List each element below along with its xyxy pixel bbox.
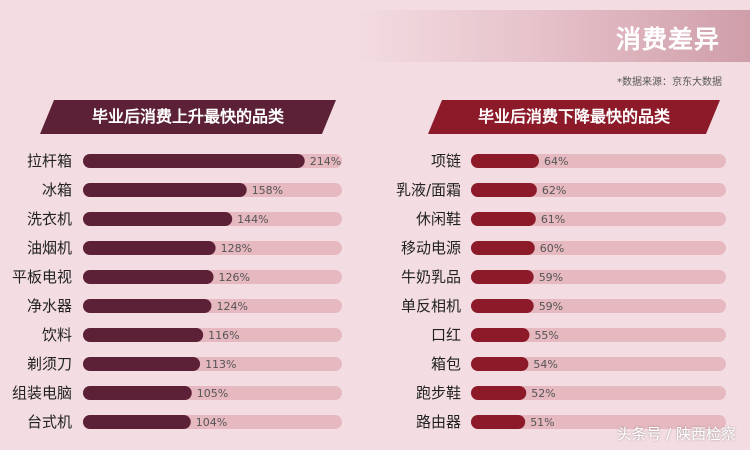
left-bar: [83, 241, 216, 255]
right-value-label: 60%: [540, 242, 564, 255]
left-value-label: 158%: [252, 184, 283, 197]
left-category-label: 油烟机: [27, 239, 72, 257]
left-value-label: 113%: [205, 358, 236, 371]
right-category-label: 单反相机: [401, 297, 461, 315]
right-value-label: 62%: [542, 184, 566, 197]
right-value-label: 59%: [539, 271, 563, 284]
left-category-label: 剃须刀: [27, 355, 72, 373]
left-bar: [83, 357, 201, 371]
right-chart-title: 毕业后消费下降最快的品类: [428, 100, 720, 134]
right-bar-track: [471, 386, 726, 400]
right-value-label: 54%: [533, 358, 557, 371]
left-category-label: 平板电视: [12, 268, 72, 286]
left-value-label: 214%: [310, 155, 341, 168]
right-category-label: 移动电源: [401, 239, 461, 257]
right-bar: [471, 241, 535, 255]
right-bar-track: [471, 415, 726, 429]
right-category-label: 休闲鞋: [416, 210, 461, 228]
left-bar: [83, 212, 233, 226]
right-category-label: 乳液/面霜: [396, 181, 461, 199]
right-bar: [471, 357, 529, 371]
left-bar: [83, 299, 212, 313]
left-bar: [83, 386, 192, 400]
left-value-label: 126%: [219, 271, 250, 284]
right-value-label: 64%: [544, 155, 568, 168]
left-bar: [83, 270, 214, 284]
right-category-label: 跑步鞋: [416, 384, 461, 402]
right-category-label: 箱包: [431, 355, 461, 373]
title-band: [350, 10, 750, 62]
right-bar: [471, 270, 534, 284]
left-category-label: 拉杆箱: [27, 152, 72, 170]
right-bar: [471, 299, 534, 313]
right-bar-track: [471, 328, 726, 342]
right-bar: [471, 154, 539, 168]
left-bar: [83, 328, 204, 342]
left-bar: [83, 154, 305, 168]
right-value-label: 61%: [541, 213, 565, 226]
left-category-label: 台式机: [27, 413, 72, 431]
left-category-label: 饮料: [42, 326, 72, 344]
right-value-label: 51%: [530, 416, 554, 429]
right-category-label: 项链: [431, 152, 461, 170]
left-chart-title: 毕业后消费上升最快的品类: [40, 100, 336, 134]
left-bar: [83, 183, 247, 197]
left-value-label: 105%: [197, 387, 228, 400]
left-bar: [83, 415, 191, 429]
right-bar-track: [471, 357, 726, 371]
left-value-label: 116%: [208, 329, 239, 342]
left-category-label: 冰箱: [42, 181, 72, 199]
left-value-label: 124%: [216, 300, 247, 313]
right-bar-track: [471, 270, 726, 284]
right-category-label: 口红: [431, 326, 461, 344]
right-value-label: 59%: [539, 300, 563, 313]
left-category-label: 洗衣机: [27, 210, 72, 228]
left-value-label: 128%: [221, 242, 252, 255]
right-bar: [471, 328, 530, 342]
data-source-note: *数据来源：京东大数据: [617, 77, 722, 88]
right-category-label: 路由器: [416, 413, 461, 431]
watermark: 头条号 / 陕西检察: [616, 425, 736, 443]
right-bar-track: [471, 299, 726, 313]
right-category-label: 牛奶乳品: [401, 268, 461, 286]
right-bar-track: [471, 241, 726, 255]
right-value-label: 52%: [531, 387, 555, 400]
right-bar: [471, 386, 527, 400]
left-value-label: 104%: [196, 416, 227, 429]
right-bar: [471, 212, 536, 226]
left-category-label: 组装电脑: [12, 384, 72, 402]
right-bar: [471, 183, 537, 197]
right-bar: [471, 415, 526, 429]
right-value-label: 55%: [534, 329, 558, 342]
left-category-label: 净水器: [27, 297, 72, 315]
left-value-label: 144%: [237, 213, 268, 226]
page-title: 消费差异: [615, 25, 720, 54]
